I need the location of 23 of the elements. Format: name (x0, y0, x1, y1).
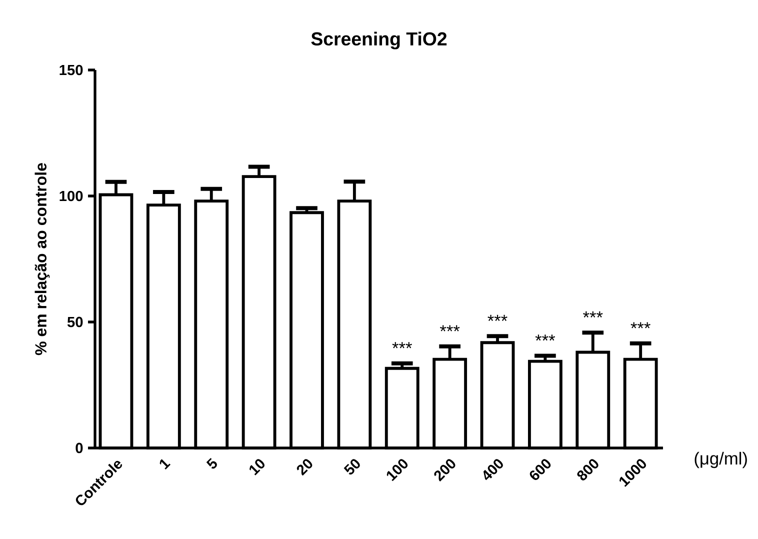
y-tick-label: 0 (76, 442, 83, 454)
y-tick-label: 100 (60, 190, 83, 202)
x-tick-label: 20 (296, 459, 312, 476)
annotation: *** (630, 322, 650, 328)
x-tick-label: 800 (577, 459, 598, 480)
annotation: *** (440, 325, 460, 332)
annotation: *** (392, 342, 412, 348)
x-tick-label: 100 (386, 459, 408, 482)
y-tick-label: 50 (67, 316, 83, 328)
x-tick-label: 50 (344, 459, 360, 475)
chart-title: Screening TiO2 (311, 32, 447, 50)
x-tick-label: 5 (206, 458, 217, 469)
y-axis-title: % em relação ao controle (34, 163, 50, 356)
x-tick-label: 10 (249, 459, 264, 476)
x-tick-label: 400 (483, 459, 503, 480)
x-tick-label: 200 (434, 459, 456, 482)
annotation: *** (488, 314, 508, 321)
y-tick-label: 150 (60, 64, 83, 76)
x-axis-title: (μg/ml) (694, 452, 747, 468)
annotation: *** (583, 311, 603, 318)
x-tick-label: 1 (160, 459, 171, 470)
x-tick-label: 600 (530, 459, 551, 480)
annotation: *** (535, 334, 556, 341)
